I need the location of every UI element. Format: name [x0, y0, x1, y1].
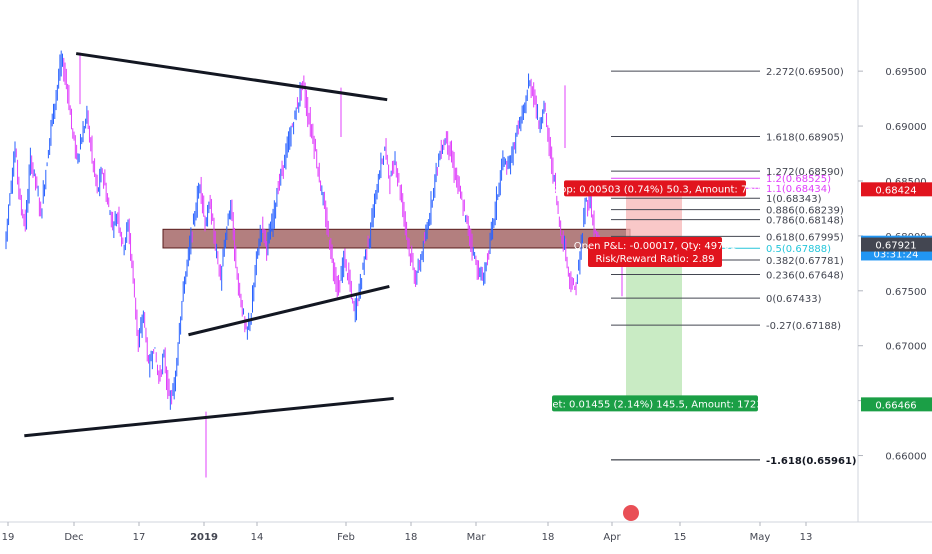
time-tick-label: 17: [133, 532, 146, 543]
fib-level-label: 1.2(0.68525): [766, 174, 831, 185]
fib-layer: 2.272(0.69500) 1.618(0.68905) 1.272(0.6859…: [611, 67, 856, 467]
fib-level-label: 0(0.67433): [766, 294, 822, 305]
position-layer: [626, 189, 682, 405]
trendline-layer: [24, 52, 394, 438]
price-badge-label: 0.66466: [875, 400, 916, 411]
time-tick-label: 19: [2, 532, 15, 543]
time-tick-label: May: [750, 532, 771, 543]
fib-level-label: 1.618(0.68905): [766, 132, 844, 143]
fib-level-label: 0.382(0.67781): [766, 256, 844, 267]
price-badge-label: 03:31:24: [874, 249, 919, 260]
price-tick-label: 0.66000: [885, 452, 926, 463]
target-label: Target: 0.01455 (2.14%) 145.5, Amount: 1…: [531, 399, 779, 410]
ratio-label: Risk/Reward Ratio: 2.89: [595, 254, 714, 265]
candles-layer: [5, 50, 623, 478]
price-badge: [861, 237, 932, 252]
price-tick-label: 0.67500: [885, 287, 926, 298]
time-tick-label: 13: [800, 532, 813, 543]
price-tick-label: 0.69500: [885, 67, 926, 78]
price-badge: [861, 182, 932, 197]
fib-level-label: 1.1(0.68434): [766, 184, 831, 195]
long-support-line[interactable]: [24, 396, 394, 438]
logo-layer: [623, 505, 639, 521]
fib-level-label: 0.786(0.68148): [766, 216, 844, 227]
position-labels-layer: Stop: 0.00503 (0.74%) 50.3, Amount: 750 O…: [531, 180, 779, 412]
time-tick-label: Apr: [603, 532, 621, 543]
upper-wedge-line[interactable]: [75, 52, 388, 102]
time-tick-label: Dec: [64, 532, 83, 543]
fib-level-label: 1(0.68343): [766, 194, 822, 205]
fib-level-label: 0.886(0.68239): [766, 206, 844, 217]
target-zone: [626, 244, 682, 405]
time-tick-label: Mar: [467, 532, 487, 543]
time-tick-label: 18: [405, 532, 418, 543]
price-tick-label: 0.67000: [885, 342, 926, 353]
fib-level-label: 1.272(0.68590): [766, 167, 844, 178]
stop-label: Stop: 0.00503 (0.74%) 50.3, Amount: 750: [550, 184, 760, 195]
time-tick-label: Feb: [337, 532, 355, 543]
target-label-box: [552, 395, 758, 412]
fib-level-label: 2.272(0.69500): [766, 67, 844, 78]
time-tick-label: 2019: [190, 532, 218, 543]
pnl-box: [588, 236, 722, 267]
fib-level-label: 0.618(0.67995): [766, 232, 844, 243]
time-tick-label: 14: [251, 532, 264, 543]
price-badge-label: 0.67921: [875, 241, 916, 252]
price-tick-label: 0.69000: [885, 122, 926, 133]
stop-label-box: [564, 180, 746, 197]
lower-wedge-line[interactable]: [188, 284, 390, 337]
fib-level-label: 0.5(0.67888): [766, 244, 831, 255]
time-tick-label: 18: [542, 532, 555, 543]
time-tick-label: 15: [674, 532, 687, 543]
price-badge: [861, 397, 932, 412]
brand-logo-icon: [623, 505, 639, 521]
fib-level-label: -0.27(0.67188): [766, 321, 841, 332]
fib-level-label: -1.618(0.65961): [766, 456, 856, 467]
price-badge-label: 0.68424: [875, 185, 916, 196]
fib-level-label: 0.236(0.67648): [766, 271, 844, 282]
pnl-label: Open P&L: -0.00017, Qty: 49701: [574, 241, 737, 252]
